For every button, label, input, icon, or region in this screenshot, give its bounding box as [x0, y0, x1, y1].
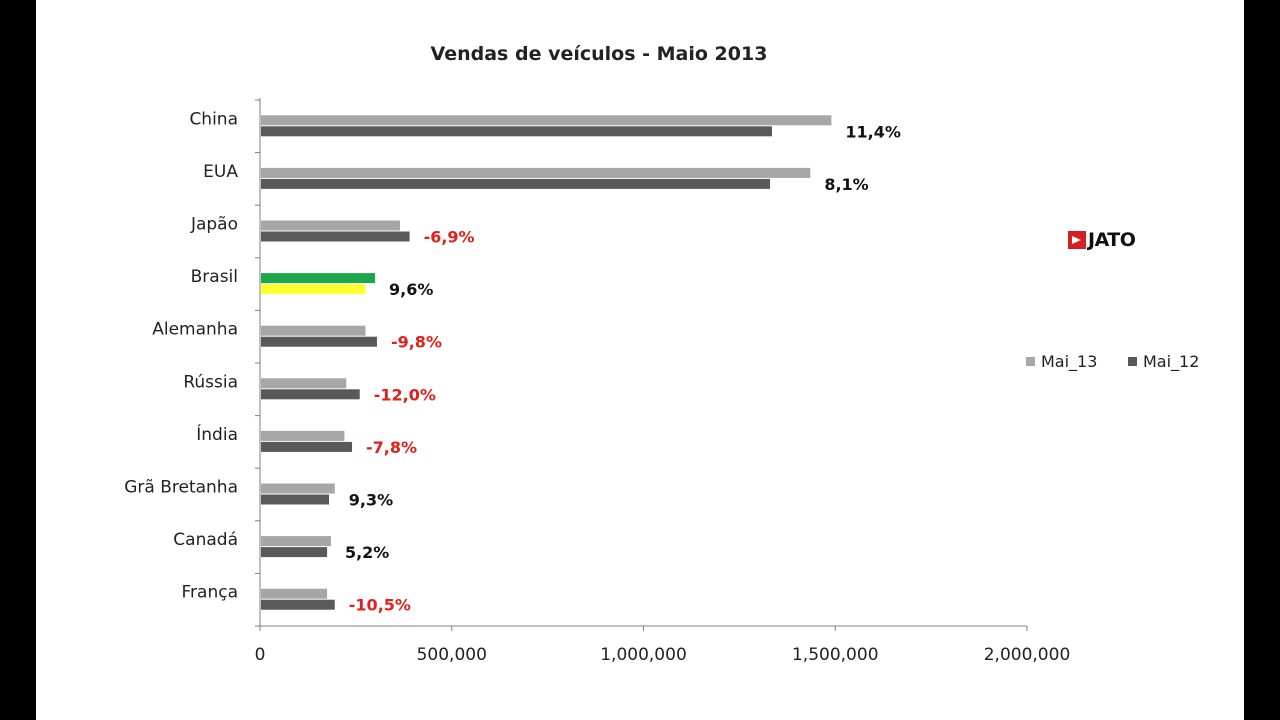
data-label: 9,3% — [349, 491, 393, 510]
bar-mai-13 — [261, 220, 400, 231]
x-tick-label: 2,000,000 — [984, 645, 1071, 665]
category-label: Canadá — [173, 530, 238, 550]
category-label: Grã Bretanha — [124, 478, 238, 498]
bar-mai-13 — [261, 167, 811, 178]
bar-mai-12 — [261, 441, 353, 452]
legend-label: Mai_13 — [1041, 352, 1097, 372]
category-label: Japão — [190, 215, 238, 235]
bars-layer: 11,4% 8,1% -6,9% 9,6% -9,8% -12,0% -7,8% 9,3% 5,… — [261, 115, 901, 615]
bar-mai-12 — [261, 389, 360, 400]
bar-mai-13 — [261, 273, 376, 284]
data-label: -12,0% — [374, 385, 436, 404]
data-label: 9,6% — [389, 280, 433, 299]
data-label: 11,4% — [845, 122, 901, 141]
data-label: -7,8% — [366, 438, 417, 457]
bar-mai-13 — [261, 378, 347, 389]
x-tick-label: 500,000 — [417, 645, 487, 665]
bar-mai-12 — [261, 599, 335, 610]
legend: Mai_13 Mai_12 — [1026, 352, 1199, 372]
category-label: China — [189, 109, 238, 129]
jato-logo: JATO — [1068, 229, 1136, 251]
bar-mai-12 — [261, 231, 410, 242]
chart-panel: Vendas de veículos - Maio 2013 11,4% 8,1%… — [36, 0, 1244, 720]
x-tick-label: 1,000,000 — [600, 645, 687, 665]
legend-label: Mai_12 — [1143, 352, 1199, 372]
data-label: -10,5% — [349, 596, 411, 615]
data-label: -9,8% — [391, 333, 442, 352]
axis-layer: 0 500,000 1,000,000 1,500,000 2,000,000 China… — [124, 98, 1070, 665]
bar-chart: Vendas de veículos - Maio 2013 11,4% 8,1%… — [124, 43, 1199, 665]
bar-mai-13 — [261, 115, 832, 126]
category-label: Índia — [196, 423, 238, 445]
bar-mai-13 — [261, 588, 328, 599]
data-label: 8,1% — [824, 175, 868, 194]
category-label: EUA — [203, 162, 238, 182]
legend-swatch — [1128, 357, 1137, 366]
bar-mai-12 — [261, 547, 328, 558]
bar-mai-13 — [261, 430, 345, 441]
bar-mai-12 — [261, 126, 772, 137]
data-label: 5,2% — [345, 543, 389, 562]
logo-text: JATO — [1088, 229, 1136, 251]
category-label: Rússia — [183, 372, 238, 392]
data-label: -6,9% — [424, 228, 475, 247]
bar-mai-13 — [261, 325, 366, 336]
bar-mai-13 — [261, 536, 331, 547]
x-tick-label: 0 — [255, 645, 266, 665]
bar-mai-12 — [261, 178, 771, 189]
bar-mai-12 — [261, 284, 366, 295]
x-tick-label: 1,500,000 — [792, 645, 879, 665]
bar-mai-12 — [261, 494, 330, 505]
category-label: Alemanha — [152, 320, 238, 340]
category-label: França — [182, 583, 239, 603]
bar-mai-12 — [261, 336, 377, 347]
jato-arrow-icon — [1068, 231, 1086, 249]
category-label: Brasil — [191, 267, 238, 287]
bar-mai-13 — [261, 483, 335, 494]
chart-title: Vendas de veículos - Maio 2013 — [431, 43, 768, 65]
legend-swatch — [1026, 357, 1035, 366]
